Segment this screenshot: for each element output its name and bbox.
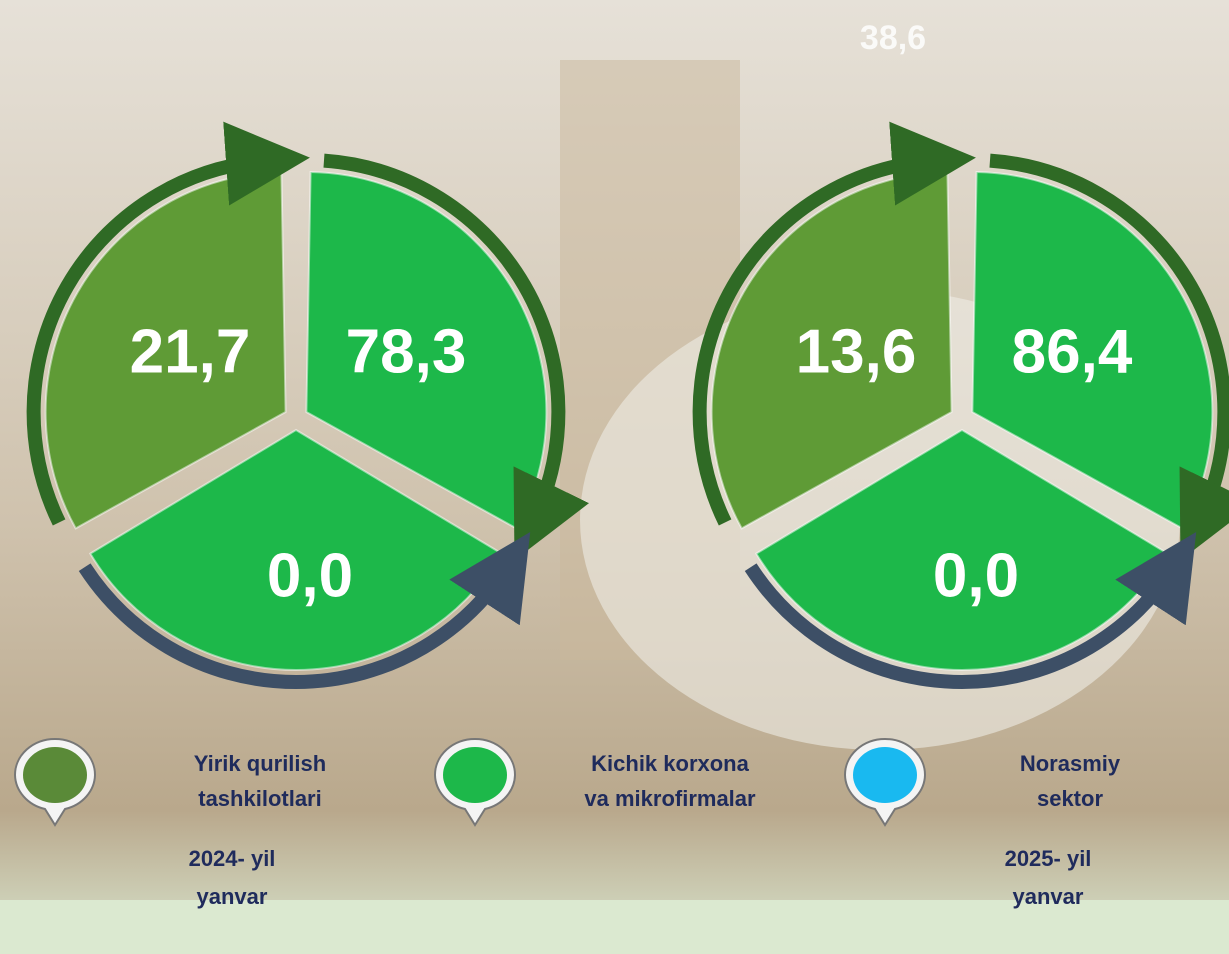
legend-marker [443,747,507,803]
arrow [78,532,531,689]
segment-label: 0,0 [267,541,353,610]
arrow [744,532,1197,689]
arrow [323,153,590,561]
caption: 2024- yil [189,846,276,871]
legend-label: va mikrofirmalar [584,786,756,811]
legend-marker [853,747,917,803]
legend-label: tashkilotlari [198,786,321,811]
segment-label: 0,0 [933,541,1019,610]
legend-label: sektor [1037,786,1103,811]
footer-band [0,900,1229,954]
segment [44,171,287,530]
arrow [692,121,976,526]
legend-label: Kichik korxona [591,751,749,776]
caption: yanvar [1013,884,1084,909]
segment-label: 13,6 [796,317,917,386]
segment-label: 86,4 [1012,317,1133,386]
arrow [26,121,310,526]
segment-label: 78,3 [346,317,467,386]
segment-label: 21,7 [130,317,251,386]
segment [710,171,953,530]
caption: yanvar [197,884,268,909]
diagrams: 21,7 78,3 0,0 2024- yil yanvar 13,6 86,4 0,0 202… [13,121,1229,909]
caption: 2025- yil [1005,846,1092,871]
legend-label: Norasmiy [1020,751,1121,776]
legend-marker [23,747,87,803]
arrow [989,153,1229,561]
background-label: 38,6 [860,19,926,57]
legend-label: Yirik qurilish [194,751,326,776]
